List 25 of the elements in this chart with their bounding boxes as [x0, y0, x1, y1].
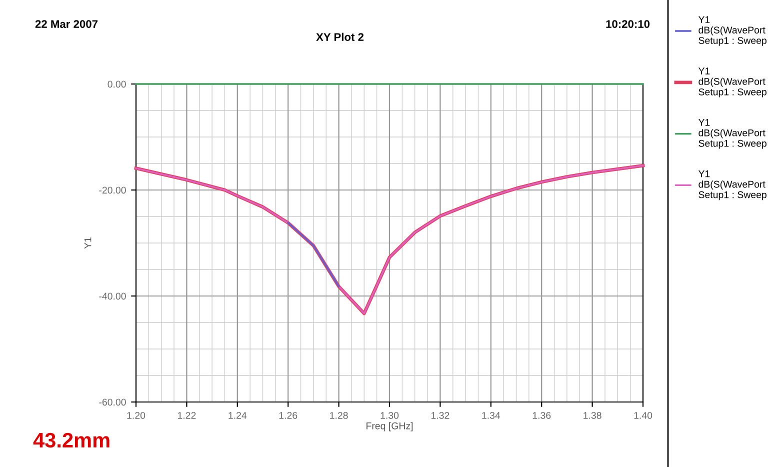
text: 43.2mm [33, 432, 110, 448]
x-tick-label: 1.24 [228, 412, 247, 419]
text: 22 Mar 2007 [35, 20, 98, 28]
y-tick-label: -20.00 [99, 186, 126, 194]
y-tick-label: -40.00 [99, 292, 126, 300]
legend-label: Y1 dB(S(WavePort Setup1 : Sweep [698, 16, 766, 46]
y-axis-title: Y1 [84, 238, 92, 249]
x-tick-label: 1.32 [431, 412, 450, 419]
x-axis-title: Freq [GHz] [366, 422, 413, 432]
x-tick-label: 1.40 [634, 412, 652, 419]
legend-label: Y1 dB(S(WavePort Setup1 : Sweep [698, 119, 766, 149]
x-tick-label: 1.34 [482, 412, 500, 419]
y-tick-label: 0.00 [108, 80, 126, 88]
chart-title: XY Plot 2 [316, 32, 364, 41]
x-tick-label: 1.36 [532, 412, 551, 419]
x-tick-label: 1.22 [178, 412, 196, 419]
x-tick-label: 1.26 [279, 412, 298, 419]
x-tick-label: 1.20 [127, 412, 146, 419]
x-tick-label: 1.30 [380, 412, 399, 419]
legend-label: Y1 dB(S(WavePort Setup1 : Sweep [698, 68, 766, 98]
y-tick-label: -60.00 [99, 398, 126, 406]
text: 10:20:10 [606, 20, 650, 28]
legend-label: Y1 dB(S(WavePort Setup1 : Sweep [698, 170, 766, 200]
x-tick-label: 1.28 [330, 412, 348, 419]
x-tick-label: 1.38 [584, 412, 602, 419]
